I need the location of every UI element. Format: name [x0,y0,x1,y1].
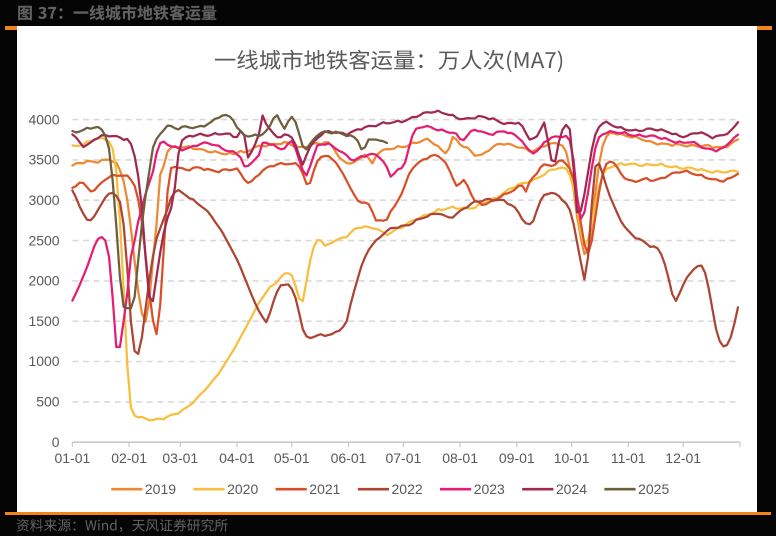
svg-text:06-01: 06-01 [331,450,367,466]
svg-text:10-01: 10-01 [554,450,590,466]
svg-text:3500: 3500 [28,152,59,168]
svg-text:1500: 1500 [28,313,59,329]
svg-text:11-01: 11-01 [611,450,646,466]
svg-text:05-01: 05-01 [274,450,310,466]
svg-text:3000: 3000 [28,192,59,208]
svg-text:2022: 2022 [392,481,423,497]
svg-text:07-01: 07-01 [385,450,421,466]
svg-text:2019: 2019 [145,481,176,497]
svg-text:2500: 2500 [28,232,59,248]
svg-text:09-01: 09-01 [499,450,535,466]
svg-text:04-01: 04-01 [219,450,255,466]
svg-text:02-01: 02-01 [111,450,147,466]
svg-text:01-01: 01-01 [54,450,90,466]
svg-text:500: 500 [36,394,60,410]
svg-text:08-01: 08-01 [442,450,478,466]
svg-text:2024: 2024 [556,481,587,497]
svg-text:03-01: 03-01 [162,450,198,466]
svg-text:2000: 2000 [28,273,59,289]
svg-text:0: 0 [52,434,60,450]
svg-text:2023: 2023 [474,481,505,497]
svg-text:1000: 1000 [28,353,59,369]
svg-text:2025: 2025 [638,481,669,497]
svg-text:2021: 2021 [309,481,340,497]
svg-text:2020: 2020 [227,481,258,497]
svg-text:4000: 4000 [28,111,59,127]
svg-text:12-01: 12-01 [665,450,701,466]
